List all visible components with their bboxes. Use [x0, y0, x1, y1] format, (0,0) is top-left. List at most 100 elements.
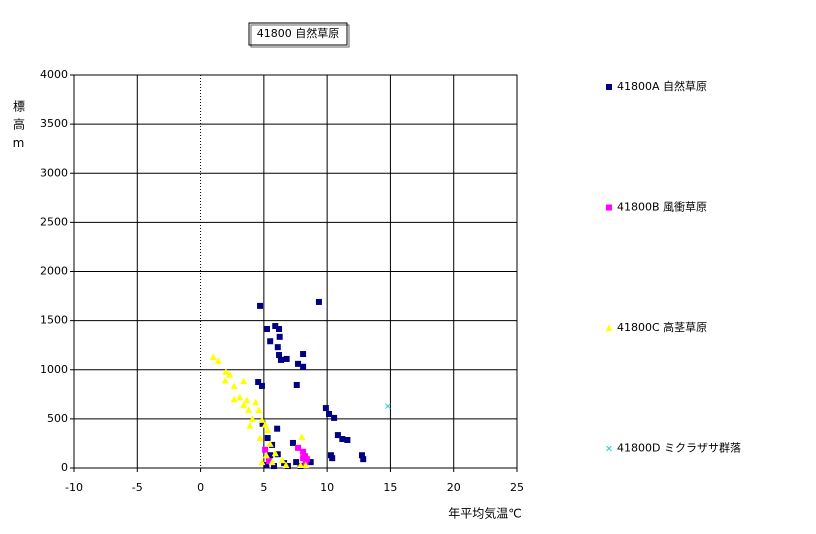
point	[264, 435, 271, 442]
point	[226, 371, 234, 378]
y-tick-label: 3500	[40, 117, 68, 130]
point	[262, 451, 270, 459]
point	[255, 379, 262, 386]
point	[264, 426, 272, 434]
point	[258, 458, 266, 466]
point	[331, 414, 338, 421]
point	[258, 382, 265, 389]
point	[302, 461, 310, 469]
y-tick-label: 0	[61, 461, 68, 474]
point	[272, 323, 279, 330]
point	[267, 452, 274, 459]
x-tick-label: 25	[510, 481, 524, 494]
point	[246, 422, 254, 429]
point	[385, 403, 391, 409]
point	[277, 356, 284, 363]
legend-marker	[605, 324, 613, 331]
y-tick-label: 500	[47, 412, 68, 425]
y-axis-label: 標高m	[12, 100, 26, 156]
legend-label: 41800D ミクラザサ群落	[617, 441, 741, 455]
point	[240, 377, 248, 385]
point	[274, 344, 281, 351]
legend-label: 41800C 高茎草原	[617, 320, 707, 334]
point	[267, 338, 274, 345]
legend-label: 41800B 風衝草原	[617, 200, 707, 214]
y-tick-label: 2000	[40, 265, 68, 278]
point	[329, 455, 336, 462]
point	[300, 363, 307, 370]
point	[240, 401, 248, 409]
point	[248, 415, 256, 422]
point	[266, 440, 274, 447]
point	[315, 298, 322, 305]
chart-title: 41800 自然草原	[257, 26, 340, 40]
point	[293, 381, 300, 388]
point	[221, 377, 229, 384]
point	[259, 420, 266, 427]
legend-marker	[606, 84, 612, 90]
point	[265, 458, 272, 465]
point	[282, 461, 290, 469]
y-tick-label: 3000	[40, 166, 68, 179]
point	[236, 393, 244, 401]
point	[261, 421, 269, 428]
point	[214, 357, 222, 364]
y-tick-label: 1000	[40, 363, 68, 376]
point	[262, 446, 269, 453]
x-tick-label: 5	[260, 481, 267, 494]
point	[258, 416, 266, 423]
point	[257, 302, 264, 309]
legend-marker	[606, 445, 612, 452]
y-tick-label: 4000	[40, 68, 68, 81]
point	[360, 456, 367, 463]
point	[322, 405, 329, 412]
point	[300, 455, 307, 462]
point	[256, 434, 264, 442]
y-tick-label: 2500	[40, 215, 68, 228]
point	[243, 396, 251, 404]
point	[276, 333, 283, 340]
point	[230, 395, 238, 403]
point	[270, 463, 277, 470]
point	[264, 325, 271, 332]
legend-marker	[606, 204, 612, 211]
point	[297, 461, 305, 469]
point	[276, 352, 283, 359]
point	[283, 355, 290, 362]
point	[245, 406, 253, 414]
point	[271, 449, 279, 457]
point	[358, 452, 365, 459]
point	[278, 456, 286, 464]
title-shadow	[250, 24, 350, 48]
point	[276, 325, 283, 332]
point	[289, 439, 296, 446]
point	[295, 360, 302, 367]
point	[230, 382, 238, 389]
point	[295, 444, 302, 451]
x-tick-label: -5	[132, 481, 143, 494]
point	[300, 351, 307, 358]
point	[209, 353, 217, 360]
point	[339, 436, 346, 443]
point	[252, 398, 260, 406]
y-tick-label: 1500	[40, 314, 68, 327]
x-tick-label: -10	[65, 481, 83, 494]
point	[300, 448, 307, 455]
point	[344, 436, 351, 443]
point	[222, 368, 230, 375]
point	[255, 406, 263, 414]
title-box	[248, 22, 348, 46]
x-tick-label: 10	[320, 481, 334, 494]
point	[293, 459, 300, 466]
x-axis-label: 年平均気温℃	[448, 506, 521, 521]
x-tick-label: 0	[197, 481, 204, 494]
point	[263, 462, 270, 469]
point	[334, 432, 341, 439]
point	[274, 451, 281, 458]
point	[307, 459, 314, 466]
point	[326, 410, 333, 417]
legend-label: 41800A 自然草原	[617, 79, 707, 93]
x-tick-label: 20	[447, 481, 461, 494]
point	[298, 433, 306, 441]
